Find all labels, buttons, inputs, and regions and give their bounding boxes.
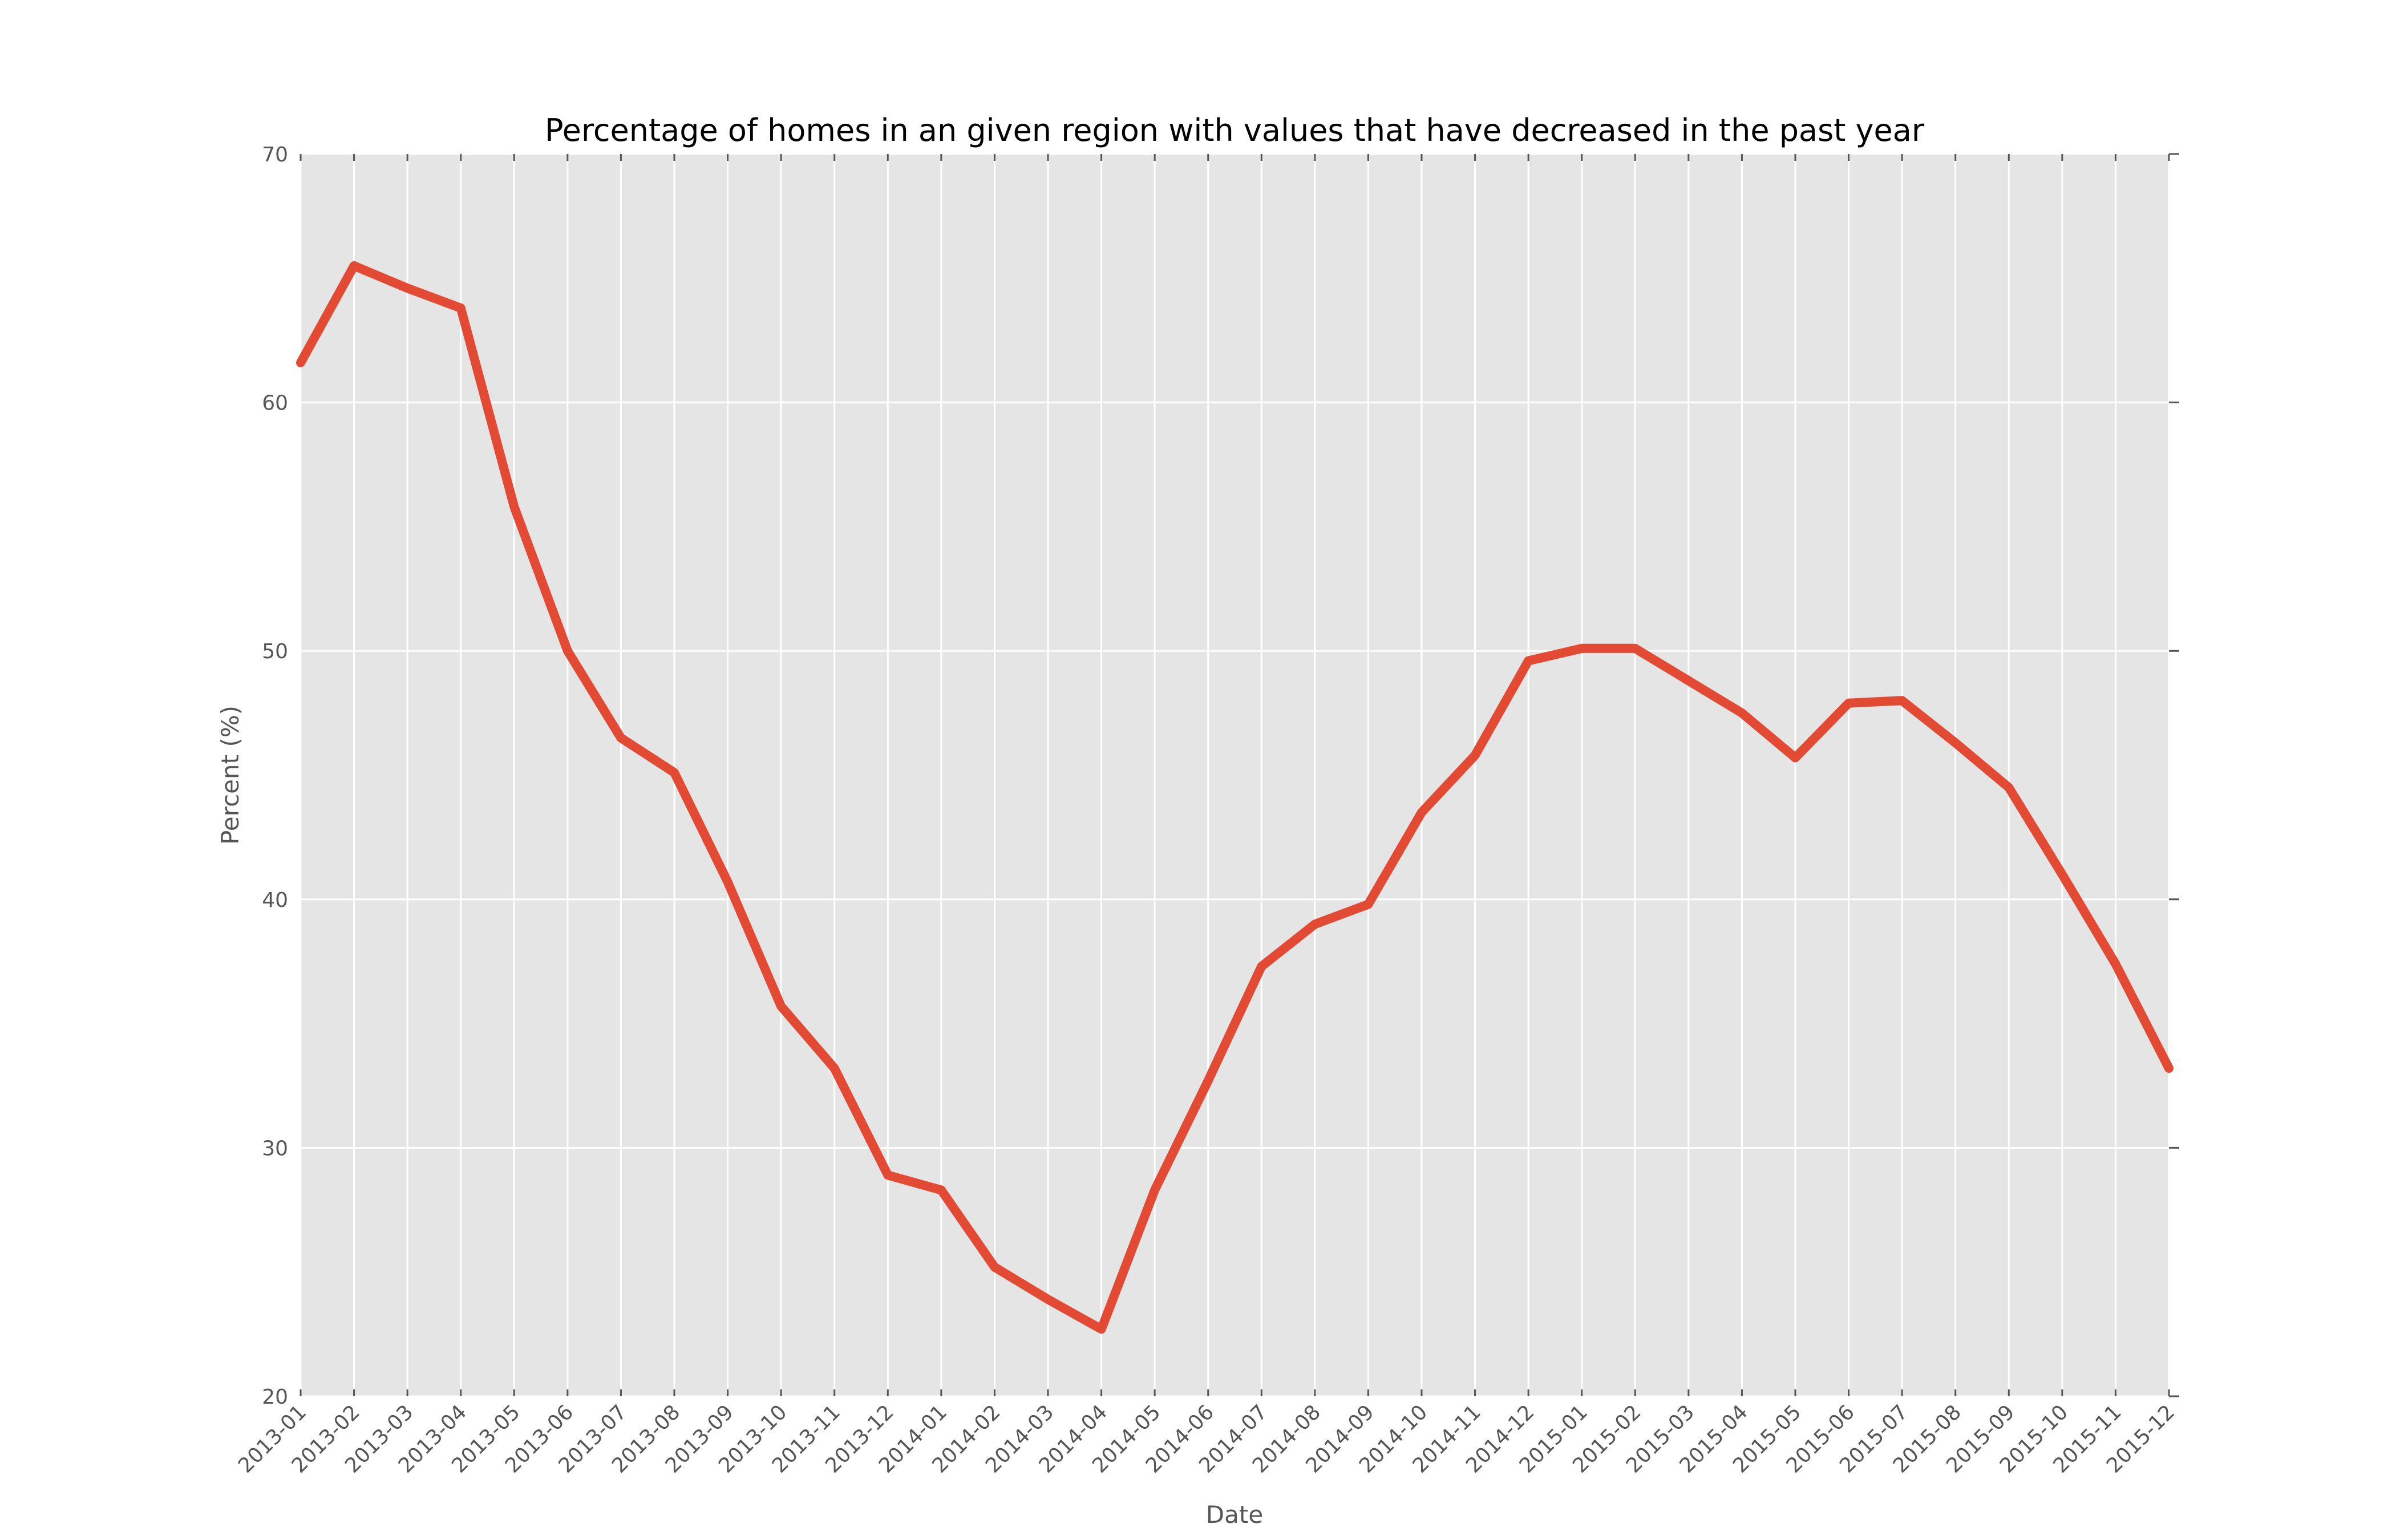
chart-title: Percentage of homes in an given region w… xyxy=(545,112,1925,148)
grid-lines xyxy=(300,153,2170,1397)
y-tick-label: 30 xyxy=(262,1137,288,1160)
y-tick-labels: 20 30 40 50 60 70 xyxy=(262,143,288,1409)
y-tick-label: 70 xyxy=(262,143,288,167)
y-tick-label: 20 xyxy=(262,1385,288,1409)
series-line xyxy=(296,261,2174,1334)
y-tick-label: 40 xyxy=(262,889,288,912)
x-axis-label: Date xyxy=(1206,1501,1263,1529)
x-tick-labels: 2013-012013-022013-032013-042013-052013-… xyxy=(234,1400,2179,1477)
y-tick-label: 50 xyxy=(262,640,288,663)
y-tick-label: 60 xyxy=(262,392,288,415)
y-axis-label: Percent (%) xyxy=(216,706,244,845)
plot-area xyxy=(301,154,2169,1396)
axis-ticks xyxy=(300,153,2179,1397)
